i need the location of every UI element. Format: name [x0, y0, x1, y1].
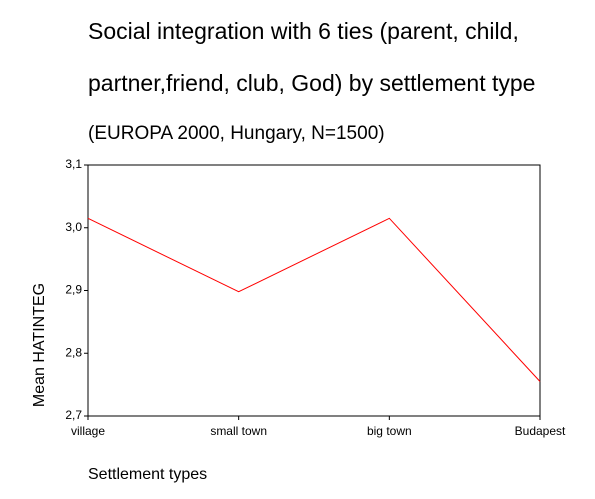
- data-line: [87, 217, 541, 382]
- x-axis-label: Settlement types: [88, 466, 207, 483]
- x-tick-label: village: [71, 424, 105, 438]
- y-tick-label: 2,7: [65, 408, 82, 422]
- plot-frame: [87, 164, 541, 417]
- y-tick-label: 3,0: [65, 220, 82, 234]
- y-axis-label: Mean HATINTEG: [31, 283, 48, 407]
- x-tick-label: big town: [367, 424, 412, 438]
- y-tick-label: 2,8: [65, 345, 82, 359]
- y-tick-label: 2,9: [65, 283, 82, 297]
- y-tick-label: 3,1: [65, 157, 82, 171]
- chart-title-line: partner,friend, club, God) by settlement…: [88, 70, 535, 96]
- x-tick-label: Budapest: [515, 424, 566, 438]
- chart-title-line: Social integration with 6 ties (parent, …: [88, 18, 519, 44]
- x-tick-label: small town: [210, 424, 267, 438]
- chart-subtitle: (EUROPA 2000, Hungary, N=1500): [88, 123, 385, 144]
